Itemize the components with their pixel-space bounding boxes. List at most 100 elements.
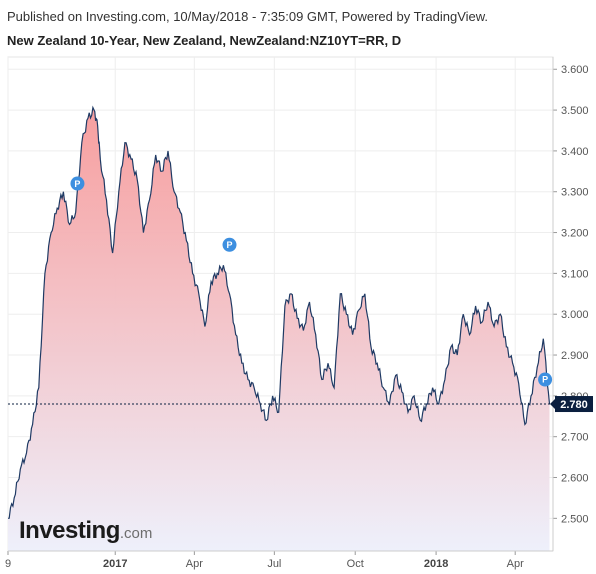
marker-layer: P P P: [70, 176, 553, 387]
data-point: [511, 362, 513, 364]
data-point: [253, 386, 255, 388]
data-point: [81, 142, 83, 144]
data-point: [499, 313, 501, 315]
x-tick-label: Oct: [347, 558, 364, 570]
data-point: [136, 178, 138, 180]
series-area-fill: [8, 107, 550, 551]
data-point: [154, 154, 156, 156]
data-point: [518, 382, 520, 384]
data-point: [38, 386, 40, 388]
data-point: [474, 305, 476, 307]
data-point: [542, 338, 544, 340]
data-point: [13, 497, 15, 499]
x-tick-label: Apr: [507, 558, 524, 570]
data-point: [536, 366, 538, 368]
data-point: [481, 321, 483, 323]
data-point: [7, 517, 9, 519]
x-tick-label: 2018: [424, 558, 448, 570]
y-tick-label: 3.000: [561, 309, 589, 321]
x-tick-label: 2017: [103, 558, 127, 570]
y-tick-label: 2.600: [561, 473, 589, 485]
axis-layer: 2.5002.6002.7002.8002.9003.0003.1003.200…: [5, 57, 589, 570]
data-point: [142, 231, 144, 233]
data-point: [493, 325, 495, 327]
data-point: [247, 378, 249, 380]
data-point: [364, 293, 366, 295]
data-point: [50, 231, 52, 233]
data-point: [462, 313, 464, 315]
y-tick-label: 3.300: [561, 187, 589, 199]
data-point: [179, 211, 181, 213]
area-layer: [7, 105, 551, 551]
logo-main-text: Investing: [19, 517, 120, 544]
event-marker[interactable]: [70, 176, 85, 191]
data-point: [185, 240, 187, 242]
y-tick-label: 3.500: [561, 105, 589, 117]
data-point: [394, 374, 396, 376]
price-tag-layer: 2.780: [8, 396, 593, 413]
data-point: [327, 362, 329, 364]
data-point: [302, 329, 304, 331]
data-point: [198, 293, 200, 295]
data-point: [118, 191, 120, 193]
data-point: [278, 411, 280, 413]
y-tick-label: 3.100: [561, 268, 589, 280]
data-point: [351, 333, 353, 335]
data-point: [333, 386, 335, 388]
data-point: [228, 293, 230, 295]
data-point: [450, 346, 452, 348]
x-tick-label: 9: [5, 558, 11, 570]
data-point: [44, 272, 46, 274]
data-point: [290, 293, 292, 295]
data-point: [74, 211, 76, 213]
x-tick-label: Jul: [267, 558, 281, 570]
data-point: [241, 362, 243, 364]
y-tick-label: 3.400: [561, 146, 589, 158]
data-point: [56, 207, 58, 209]
data-point: [222, 264, 224, 266]
data-point: [358, 309, 360, 311]
data-point: [19, 468, 21, 470]
data-point: [31, 423, 33, 425]
data-point: [204, 325, 206, 327]
event-marker-label: P: [227, 240, 233, 250]
data-point: [99, 158, 101, 160]
data-point: [96, 125, 98, 127]
data-point: [105, 199, 107, 201]
data-point: [161, 170, 163, 172]
current-value-tag: [555, 396, 593, 413]
y-tick-label: 2.500: [561, 513, 589, 525]
data-point: [130, 158, 132, 160]
data-point: [444, 378, 446, 380]
data-point: [431, 386, 433, 388]
data-point: [505, 346, 507, 348]
data-point: [210, 280, 212, 282]
data-point: [401, 391, 403, 393]
data-point: [173, 191, 175, 193]
series-line: [7, 105, 551, 519]
data-point: [25, 452, 27, 454]
data-point: [345, 313, 347, 315]
data-point: [308, 301, 310, 303]
y-tick-label: 3.200: [561, 228, 589, 240]
current-value-tag-arrow: [550, 399, 555, 410]
data-point: [271, 395, 273, 397]
data-point: [407, 411, 409, 413]
data-point: [376, 362, 378, 364]
investing-logo: Investing.com: [19, 517, 152, 545]
event-marker[interactable]: [538, 372, 553, 387]
data-point: [524, 423, 526, 425]
y-tick-label: 3.600: [561, 64, 589, 76]
data-point: [382, 386, 384, 388]
data-point: [487, 301, 489, 303]
x-tick-label: Apr: [186, 558, 203, 570]
data-point: [530, 395, 532, 397]
data-point: [314, 333, 316, 335]
data-point: [62, 191, 64, 193]
data-point: [321, 378, 323, 380]
data-point: [413, 395, 415, 397]
event-marker[interactable]: [222, 237, 237, 252]
data-point: [296, 317, 298, 319]
data-point: [456, 354, 458, 356]
